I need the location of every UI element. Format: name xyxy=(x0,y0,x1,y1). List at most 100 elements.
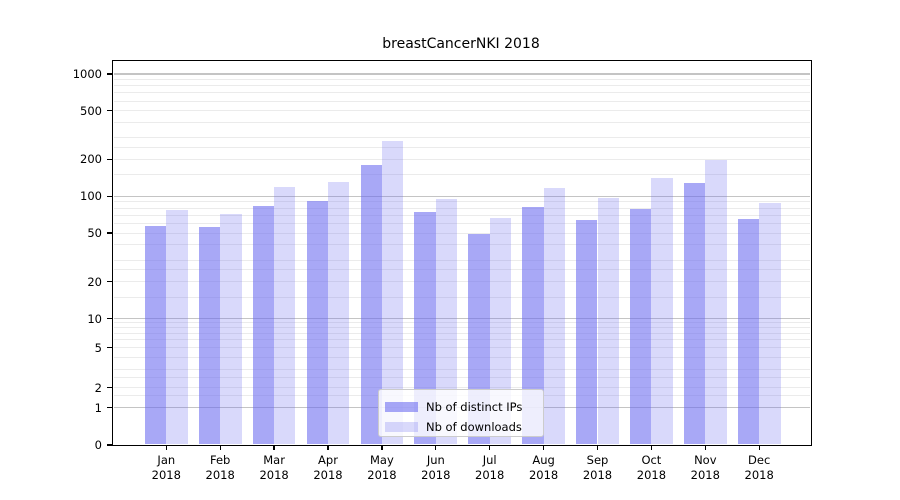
y-gridline-minor-9 xyxy=(114,322,810,324)
y-tick-label-50: 50 xyxy=(87,226,102,241)
bar-downloads-jul xyxy=(489,218,512,445)
x-tick-feb xyxy=(219,445,221,451)
bar-downloads-may xyxy=(381,141,404,445)
x-tick-aug xyxy=(542,445,545,451)
bar-distinct-ips-dec xyxy=(737,219,760,445)
bar-downloads-mar xyxy=(274,187,296,445)
y-gridline-minor-2.5 xyxy=(114,377,810,379)
x-tick-apr xyxy=(327,445,329,451)
y-tick-label-5: 5 xyxy=(94,340,102,355)
bar-distinct-ips-apr xyxy=(306,200,328,445)
y-gridline-minor-8 xyxy=(114,327,810,329)
y-gridline-minor-500 xyxy=(114,110,810,112)
bar-distinct-ips-sep xyxy=(576,220,598,445)
y-tick-50 xyxy=(106,232,112,234)
bar-downloads-jun xyxy=(435,199,458,445)
y-gridline-minor-150 xyxy=(114,174,810,176)
x-tick-may xyxy=(381,445,383,451)
bar-distinct-ips-jun xyxy=(414,211,436,445)
legend-swatch-downloads-icon xyxy=(385,421,418,433)
legend-label-downloads: Nb of downloads xyxy=(426,420,522,434)
y-gridline-minor-90 xyxy=(114,201,810,203)
y-tick-label-500: 500 xyxy=(80,103,102,118)
x-tick-label-feb: Feb 2018 xyxy=(205,452,235,483)
spine-bottom xyxy=(113,444,812,446)
y-gridline-minor-700 xyxy=(114,92,810,94)
x-tick-jan xyxy=(165,445,167,451)
y-tick-200 xyxy=(106,158,112,161)
spine-left xyxy=(111,59,113,446)
x-tick-jul xyxy=(489,445,491,451)
y-gridline-minor-300 xyxy=(114,137,810,139)
y-gridline-minor-50 xyxy=(114,232,810,234)
x-tick-label-sep: Sep 2018 xyxy=(582,452,613,483)
y-tick-20 xyxy=(106,281,112,283)
y-tick-label-200: 200 xyxy=(80,152,102,167)
y-tick-500 xyxy=(106,110,112,112)
y-gridline-minor-60 xyxy=(114,222,810,224)
y-gridline-minor-250 xyxy=(114,147,810,149)
y-gridline-minor-3 xyxy=(114,369,810,371)
x-tick-label-jun: Jun 2018 xyxy=(421,452,451,483)
legend: Nb of distinct IPs Nb of downloads xyxy=(378,389,544,437)
y-gridline-minor-5 xyxy=(114,347,810,348)
x-tick-label-nov: Nov 2018 xyxy=(690,452,720,483)
x-tick-label-aug: Aug 2018 xyxy=(528,452,559,483)
x-tick-label-jan: Jan 2018 xyxy=(151,452,181,483)
spine-top xyxy=(113,59,812,61)
x-tick-mar xyxy=(273,445,275,451)
y-tick-label-0: 0 xyxy=(94,438,102,452)
y-gridline-minor-80 xyxy=(114,207,810,209)
bar-distinct-ips-nov xyxy=(683,183,706,445)
y-gridline-minor-2 xyxy=(114,387,810,388)
bar-downloads-apr xyxy=(328,181,350,445)
y-gridline-minor-200 xyxy=(114,158,810,160)
y-gridline-minor-6 xyxy=(114,339,810,341)
legend-label-distinct-ips: Nb of distinct IPs xyxy=(426,400,523,414)
y-tick-0 xyxy=(106,444,112,446)
bar-downloads-jan xyxy=(166,210,188,445)
y-gridline-minor-600 xyxy=(114,100,810,102)
y-gridline-minor-40 xyxy=(114,244,810,246)
y-tick-label-2: 2 xyxy=(94,380,102,395)
bar-distinct-ips-aug xyxy=(522,207,544,445)
y-gridline-minor-25 xyxy=(114,269,810,271)
y-gridline-minor-400 xyxy=(114,122,810,124)
legend-item-distinct-ips: Nb of distinct IPs xyxy=(385,397,533,417)
x-tick-oct xyxy=(650,445,653,451)
y-tick-label-1: 1 xyxy=(94,400,102,415)
x-tick-sep xyxy=(596,445,599,451)
spine-right xyxy=(810,59,812,446)
y-gridline-minor-900 xyxy=(114,79,810,81)
y-gridline-major-10 xyxy=(114,318,810,320)
y-tick-1 xyxy=(106,406,112,409)
y-tick-label-100: 100 xyxy=(80,189,102,204)
bar-distinct-ips-oct xyxy=(630,208,652,445)
x-tick-dec xyxy=(758,445,760,451)
bar-downloads-sep xyxy=(597,197,619,445)
x-tick-label-jul: Jul 2018 xyxy=(475,452,505,483)
y-gridline-minor-800 xyxy=(114,85,810,87)
x-tick-label-may: May 2018 xyxy=(367,452,397,483)
y-gridline-minor-4 xyxy=(114,356,810,358)
legend-item-downloads: Nb of downloads xyxy=(385,417,533,437)
y-tick-label-20: 20 xyxy=(87,274,102,289)
x-tick-label-dec: Dec 2018 xyxy=(744,452,774,483)
y-gridline-minor-7 xyxy=(114,332,810,334)
bar-downloads-aug xyxy=(543,187,565,445)
y-tick-5 xyxy=(106,346,112,349)
legend-swatch-distinct-ips-icon xyxy=(385,401,418,413)
y-tick-label-10: 10 xyxy=(87,311,102,326)
bar-downloads-feb xyxy=(220,213,242,445)
bar-downloads-oct xyxy=(651,178,673,445)
bar-distinct-ips-mar xyxy=(252,206,275,445)
bar-distinct-ips-jan xyxy=(144,226,167,445)
y-gridline-minor-15 xyxy=(114,296,810,298)
y-tick-2 xyxy=(106,386,112,389)
bar-distinct-ips-may xyxy=(360,165,382,445)
bar-downloads-dec xyxy=(759,203,781,445)
y-gridline-major-100 xyxy=(114,195,810,197)
y-gridline-minor-20 xyxy=(114,281,810,283)
x-tick-label-oct: Oct 2018 xyxy=(636,452,667,483)
chart-title: breastCancerNKI 2018 xyxy=(382,36,540,52)
